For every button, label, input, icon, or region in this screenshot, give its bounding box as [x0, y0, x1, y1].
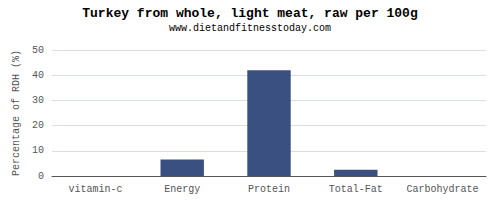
svg-text:Total-Fat: Total-Fat: [329, 184, 383, 195]
svg-text:Percentage of RDH (%): Percentage of RDH (%): [11, 50, 22, 176]
svg-text:50: 50: [32, 45, 44, 56]
svg-text:www.dietandfitnesstoday.com: www.dietandfitnesstoday.com: [169, 23, 331, 34]
svg-text:20: 20: [32, 120, 44, 131]
svg-text:10: 10: [32, 145, 44, 156]
svg-text:Turkey from whole, light meat,: Turkey from whole, light meat, raw per 1…: [82, 6, 418, 21]
svg-text:Energy: Energy: [164, 184, 200, 195]
svg-text:0: 0: [38, 171, 44, 182]
svg-text:Protein: Protein: [248, 184, 290, 195]
svg-text:vitamin-c: vitamin-c: [68, 184, 122, 195]
svg-text:30: 30: [32, 95, 44, 106]
svg-text:40: 40: [32, 70, 44, 81]
svg-text:Carbohydrate: Carbohydrate: [407, 184, 479, 195]
